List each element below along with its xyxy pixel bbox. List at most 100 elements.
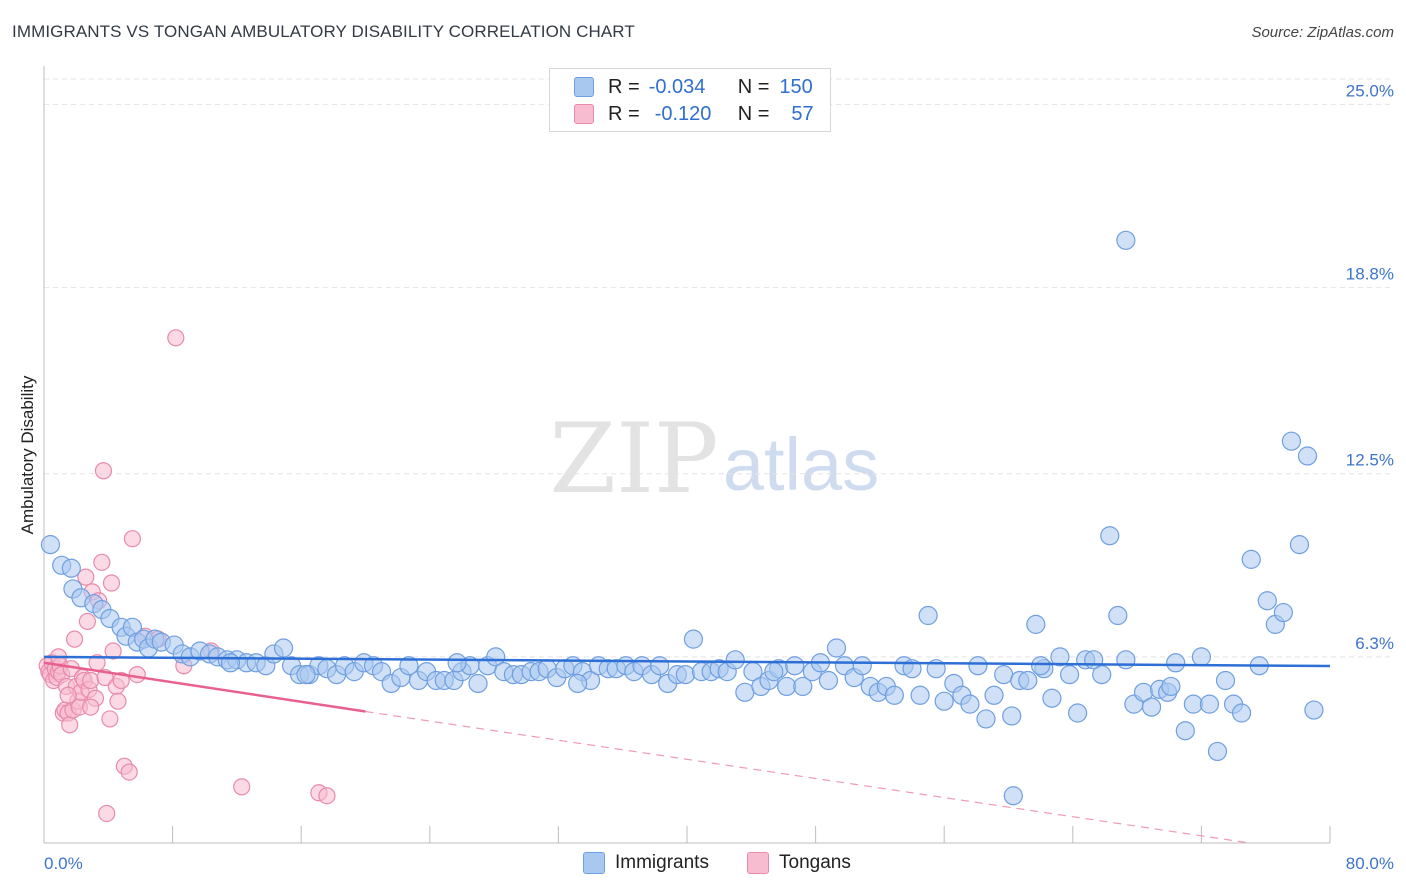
- series-swatch-tongans: [747, 852, 769, 874]
- tongans-point: [123, 530, 142, 548]
- immigrants-point: [1026, 614, 1046, 634]
- trend-lines: [43, 655, 1331, 844]
- series-legend-immigrants[interactable]: Immigrants: [583, 852, 709, 874]
- immigrants-point: [1100, 526, 1120, 546]
- immigrants-point: [984, 685, 1004, 705]
- immigrants-point: [1166, 653, 1186, 673]
- immigrants-point: [910, 685, 930, 705]
- tongans-point: [98, 804, 116, 823]
- tongans-point: [109, 692, 127, 710]
- immigrants-point: [1059, 665, 1080, 685]
- immigrants-point: [568, 673, 588, 694]
- tongans-point: [94, 462, 113, 480]
- immigrants-point: [1215, 670, 1236, 691]
- immigrants-point: [486, 647, 506, 667]
- y-tick-label: 12.5%: [1346, 451, 1394, 470]
- watermark: ZIP atlas: [549, 403, 879, 515]
- immigrants-points: [40, 230, 1324, 806]
- immigrants-point: [447, 653, 467, 673]
- tongans-trend-extension: [365, 710, 1250, 844]
- immigrants-point: [1141, 697, 1162, 717]
- y-tick-label: 25.0%: [1346, 81, 1394, 100]
- tongans-point: [78, 612, 97, 631]
- immigrants-point: [1116, 230, 1136, 250]
- immigrants-point: [1241, 549, 1261, 569]
- tongans-point: [101, 710, 119, 728]
- immigrants-point: [1199, 694, 1220, 714]
- series-legend-label: Immigrants: [615, 852, 709, 873]
- tongans-point: [102, 574, 121, 592]
- legend-n-label: N =: [737, 75, 770, 98]
- immigrants-trend-line: [43, 655, 1331, 668]
- immigrants-point: [884, 685, 904, 705]
- series-legend-tongans[interactable]: Tongans: [747, 852, 851, 874]
- immigrants-point: [1207, 741, 1228, 762]
- immigrants-point: [994, 665, 1014, 685]
- immigrants-point: [1003, 786, 1023, 806]
- immigrants-point: [777, 676, 797, 697]
- immigrants-point: [1304, 700, 1324, 720]
- immigrants-point: [1297, 446, 1318, 466]
- tongans-point: [65, 630, 84, 648]
- legend-row-immigrants: R = -0.034 N = 150: [574, 75, 813, 99]
- immigrants-point: [1031, 656, 1051, 676]
- legend-n-label: N =: [737, 102, 770, 125]
- legend-r-value: -0.120: [654, 102, 712, 125]
- immigrants-point: [1175, 721, 1195, 741]
- immigrants-point: [852, 656, 872, 676]
- legend-r-value: -0.034: [648, 75, 706, 98]
- tongans-point: [93, 553, 111, 571]
- immigrants-point: [1161, 676, 1181, 697]
- immigrants-point: [468, 673, 488, 694]
- legend-n-value: 150: [779, 75, 813, 98]
- series-legend: Immigrants Tongans: [0, 852, 1406, 878]
- x-ticks: [43, 826, 1331, 843]
- grid: [44, 78, 1394, 658]
- y-tick-label: 18.8%: [1346, 265, 1394, 284]
- immigrants-point: [273, 638, 294, 658]
- tongans-points: [38, 329, 336, 823]
- series-legend-label: Tongans: [779, 852, 851, 873]
- tongans-point: [104, 642, 122, 660]
- tongans-point: [128, 666, 146, 684]
- tongans-point: [167, 329, 185, 347]
- immigrants-point: [968, 656, 988, 676]
- watermark-zip: ZIP: [549, 403, 718, 515]
- immigrants-point: [1042, 688, 1062, 708]
- tongans-point: [82, 698, 100, 716]
- immigrants-point: [650, 656, 670, 676]
- tongans-point: [61, 716, 79, 734]
- legend-r-label: R =: [608, 75, 640, 98]
- immigrants-point: [818, 670, 839, 691]
- tongans-point: [82, 671, 100, 690]
- stats-legend: R = -0.034 N = 150 R = -0.120 N = 57: [549, 68, 831, 132]
- tongans-trend-line: [43, 661, 366, 713]
- legend-r-label: R =: [608, 102, 640, 125]
- immigrants-point: [1183, 694, 1203, 714]
- immigrants-point: [399, 656, 419, 676]
- legend-row-tongans: R = -0.120 N = 57: [574, 102, 814, 126]
- immigrants-point: [1108, 605, 1128, 626]
- immigrants-point: [61, 558, 81, 578]
- tongans-point: [233, 778, 251, 796]
- immigrants-point: [1002, 706, 1022, 726]
- immigrants-point: [1257, 591, 1277, 611]
- watermark-atlas: atlas: [723, 423, 879, 506]
- immigrants-point: [1273, 602, 1293, 623]
- y-tick-labels: 6.3% 12.5% 18.8% 25.0%: [1346, 81, 1394, 652]
- immigrants-point: [1068, 703, 1088, 723]
- x-tick-label-min: 0.0%: [44, 854, 83, 873]
- immigrants-point: [1191, 647, 1212, 667]
- immigrants-point: [1231, 703, 1252, 723]
- series-swatch-immigrants: [583, 852, 605, 874]
- immigrants-point: [960, 694, 980, 714]
- immigrants-point: [675, 665, 695, 685]
- tongans-point: [112, 671, 130, 690]
- legend-swatch-tongans: [574, 104, 594, 124]
- immigrants-point: [1018, 670, 1038, 691]
- immigrants-point: [220, 653, 241, 673]
- immigrants-point: [1116, 650, 1136, 670]
- immigrants-point: [764, 662, 784, 682]
- x-tick-label-max: 80.0%: [1346, 854, 1394, 873]
